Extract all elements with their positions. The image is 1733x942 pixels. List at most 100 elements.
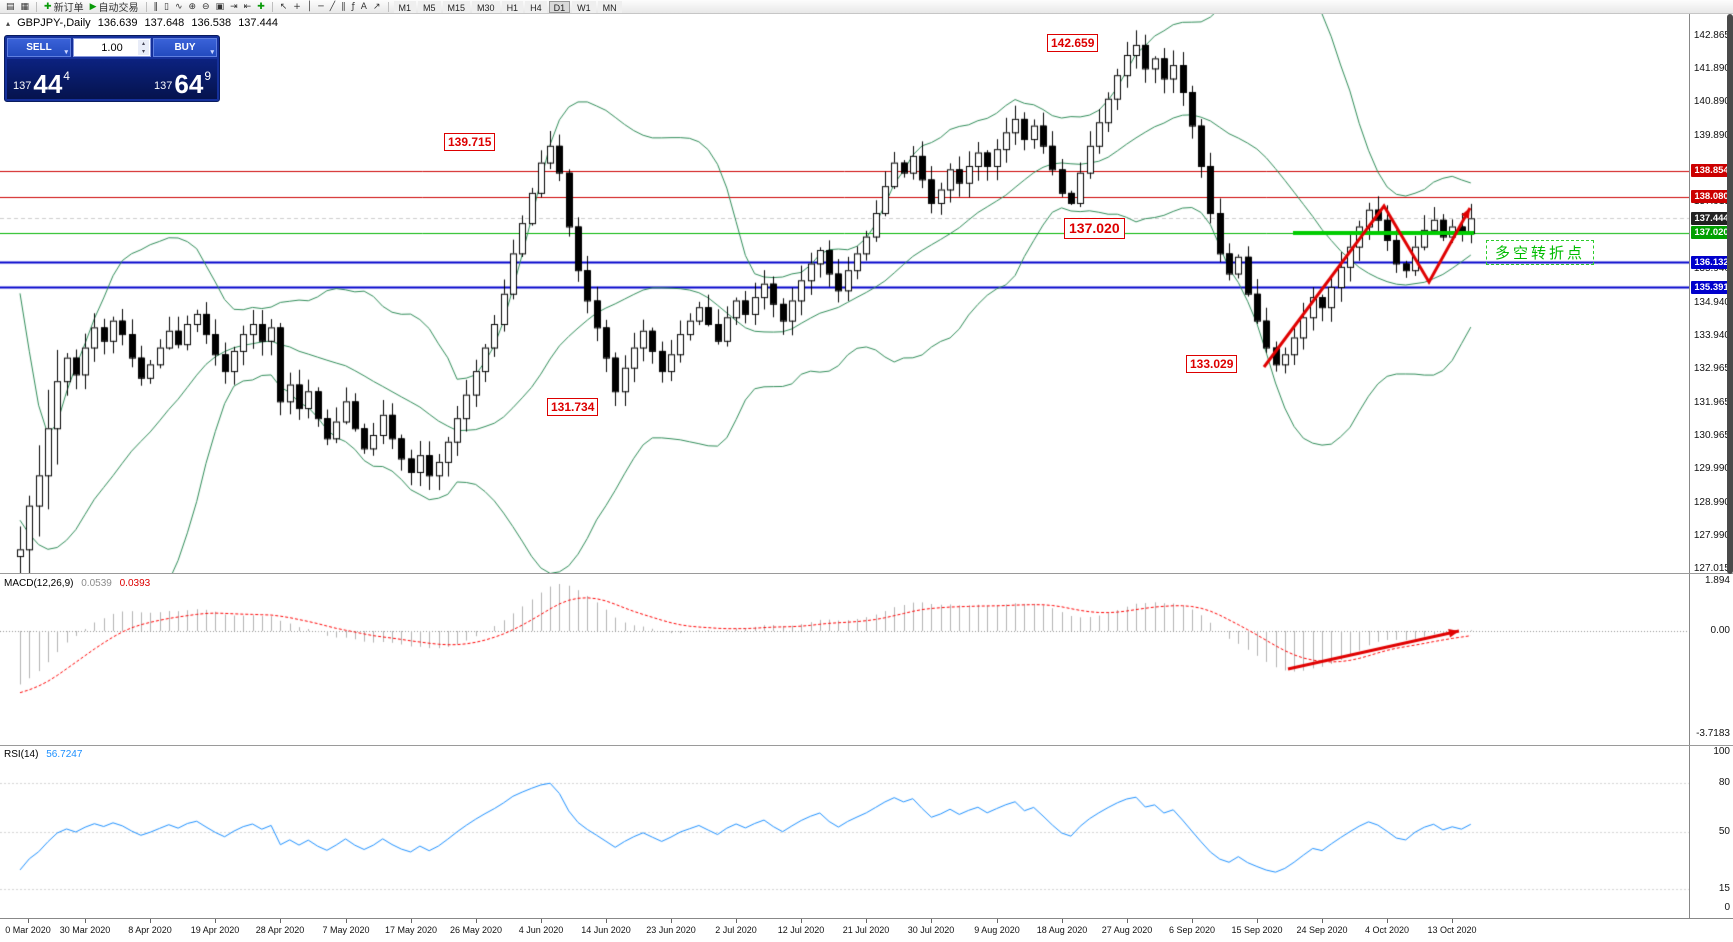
timeframe-m15[interactable]: M15 bbox=[442, 0, 471, 13]
indicator-scale-label: 0 bbox=[1724, 902, 1730, 913]
buy-price[interactable]: 137 64 9 bbox=[154, 69, 211, 97]
date-label: 28 Apr 2020 bbox=[255, 925, 305, 935]
timeframe-switcher: M1 M5 M15 M30 H1 H4 D1 W1 MN bbox=[393, 0, 623, 13]
date-label: 14 Jun 2020 bbox=[581, 925, 631, 935]
sell-button[interactable]: SELL ▾ bbox=[7, 38, 71, 57]
macd-name: MACD(12,26,9) bbox=[4, 578, 74, 589]
zoom-in-icon[interactable]: ⊕ bbox=[186, 1, 200, 13]
date-label: 21 Jul 2020 bbox=[842, 925, 890, 935]
date-label: 26 May 2020 bbox=[449, 925, 503, 935]
timeframe-mn[interactable]: MN bbox=[597, 0, 622, 13]
sell-price-prefix: 137 bbox=[13, 80, 32, 92]
date-label: 30 Mar 2020 bbox=[59, 925, 111, 935]
date-label: 15 Sep 2020 bbox=[1231, 925, 1283, 935]
timeframe-m30[interactable]: M30 bbox=[472, 0, 500, 13]
chart-shift-icon[interactable]: ⇤ bbox=[241, 1, 255, 13]
date-label: 8 Apr 2020 bbox=[128, 925, 172, 935]
channel-icon[interactable]: ∥ bbox=[338, 1, 349, 13]
spin-up-icon[interactable]: ▴ bbox=[141, 41, 145, 47]
profiles-icon[interactable]: ▦ bbox=[18, 1, 33, 13]
date-tick bbox=[1387, 919, 1388, 923]
vertical-line-icon[interactable]: │ bbox=[304, 1, 315, 13]
date-tick bbox=[1257, 919, 1258, 923]
spin-down-icon[interactable]: ▾ bbox=[141, 49, 145, 55]
crosshair-icon[interactable]: + bbox=[290, 1, 304, 13]
price-badge: 135.391 bbox=[1691, 280, 1732, 294]
date-tick bbox=[541, 919, 542, 923]
timeframe-m5[interactable]: M5 bbox=[418, 0, 441, 13]
price-annotation[interactable]: 137.020 bbox=[1064, 218, 1125, 239]
price-badge: 137.020 bbox=[1691, 226, 1732, 240]
timeframe-h4[interactable]: H4 bbox=[525, 0, 547, 13]
candlestick-icon[interactable]: ▯ bbox=[161, 1, 172, 13]
sell-label: SELL bbox=[26, 42, 52, 53]
new-order-button[interactable]: ✚ 新订单 bbox=[41, 1, 87, 15]
price-annotation[interactable]: 139.715 bbox=[444, 133, 496, 151]
date-tick bbox=[866, 919, 867, 923]
panel-divider[interactable] bbox=[0, 573, 1733, 574]
volume-input[interactable]: 1.00 ▴ ▾ bbox=[73, 38, 151, 57]
chevron-down-icon[interactable]: ▾ bbox=[64, 49, 68, 56]
one-click-trading-panel: SELL ▾ 1.00 ▴ ▾ BUY ▾ 137 44 4 137 64 9 bbox=[4, 35, 220, 102]
date-tick bbox=[931, 919, 932, 923]
tile-windows-icon[interactable]: ▣ bbox=[213, 1, 228, 13]
trendline-icon[interactable]: ╱ bbox=[327, 1, 338, 13]
price-tick-label: 142.865 bbox=[1693, 30, 1730, 41]
bar-chart-icon[interactable]: ‖ bbox=[151, 1, 162, 13]
price-axis[interactable]: 142.865141.890140.890139.890138.890137.9… bbox=[1689, 14, 1733, 918]
price-annotation[interactable]: 133.029 bbox=[1186, 355, 1238, 373]
horizontal-line-icon[interactable]: ─ bbox=[315, 1, 326, 13]
timeframe-w1[interactable]: W1 bbox=[572, 0, 596, 13]
price-annotation[interactable]: 142.659 bbox=[1047, 34, 1099, 52]
timeframe-d1[interactable]: D1 bbox=[548, 0, 571, 13]
macd-signal-value: 0.0393 bbox=[119, 578, 151, 589]
price-badge: 136.132 bbox=[1691, 255, 1732, 269]
line-chart-icon[interactable]: ∿ bbox=[172, 1, 186, 13]
rsi-name: RSI(14) bbox=[4, 749, 39, 760]
date-tick bbox=[1322, 919, 1323, 923]
buy-button[interactable]: BUY ▾ bbox=[153, 38, 217, 57]
date-label: 7 May 2020 bbox=[322, 925, 370, 935]
toolbar-separator bbox=[387, 1, 389, 12]
ohlc-high: 137.648 bbox=[144, 17, 185, 29]
price-tick-label: 127.990 bbox=[1693, 530, 1730, 542]
symbol-title: GBPJPY-,Daily bbox=[17, 17, 91, 29]
ohlc-open: 136.639 bbox=[97, 17, 138, 29]
ohlc-close: 137.444 bbox=[238, 17, 278, 29]
volume-stepper[interactable]: ▴ ▾ bbox=[138, 40, 149, 55]
price-annotation[interactable]: 131.734 bbox=[547, 398, 599, 416]
vertical-scrollbar[interactable] bbox=[1727, 14, 1733, 574]
new-chart-icon[interactable]: ▤ bbox=[3, 1, 18, 13]
rsi-indicator-label: RSI(14) 56.7247 bbox=[4, 749, 87, 760]
text-icon[interactable]: A bbox=[358, 1, 370, 13]
auto-scroll-icon[interactable]: ⇥ bbox=[227, 1, 241, 13]
chevron-down-icon[interactable]: ▾ bbox=[210, 49, 214, 56]
date-tick bbox=[280, 919, 281, 923]
sell-price[interactable]: 137 44 4 bbox=[13, 69, 70, 97]
date-label: 17 May 2020 bbox=[384, 925, 438, 935]
price-badge: 137.444 bbox=[1691, 211, 1732, 225]
cursor-icon[interactable]: ↖ bbox=[277, 1, 291, 13]
date-tick bbox=[476, 919, 477, 923]
zoom-out-icon[interactable]: ⊖ bbox=[199, 1, 213, 13]
arrows-icon[interactable]: ↗ bbox=[370, 1, 384, 13]
price-tick-label: 141.890 bbox=[1693, 62, 1730, 74]
turning-point-note[interactable]: 多空转折点 bbox=[1486, 240, 1595, 265]
ohlc-low: 136.538 bbox=[191, 17, 232, 29]
timeframe-h1[interactable]: H1 bbox=[501, 0, 524, 13]
timeframe-m1[interactable]: M1 bbox=[393, 0, 417, 13]
panel-divider[interactable] bbox=[0, 745, 1733, 746]
fibonacci-icon[interactable]: ƒ bbox=[349, 1, 358, 13]
price-badge: 138.854 bbox=[1691, 164, 1732, 178]
buy-price-prefix: 137 bbox=[154, 80, 173, 92]
autotrading-button[interactable]: ▶ 自动交易 bbox=[87, 1, 142, 15]
date-tick bbox=[671, 919, 672, 923]
time-axis[interactable]: 0 Mar 2020 30 Mar 2020 8 Apr 2020 19 Apr 20… bbox=[0, 918, 1733, 942]
indicator-scale-label: -3.7183 bbox=[1696, 728, 1730, 739]
price-tick-label: 140.890 bbox=[1693, 96, 1730, 108]
date-label: 4 Jun 2020 bbox=[518, 925, 564, 935]
play-icon: ▶ bbox=[89, 1, 97, 12]
indicators-icon[interactable]: ✚ bbox=[254, 1, 268, 13]
